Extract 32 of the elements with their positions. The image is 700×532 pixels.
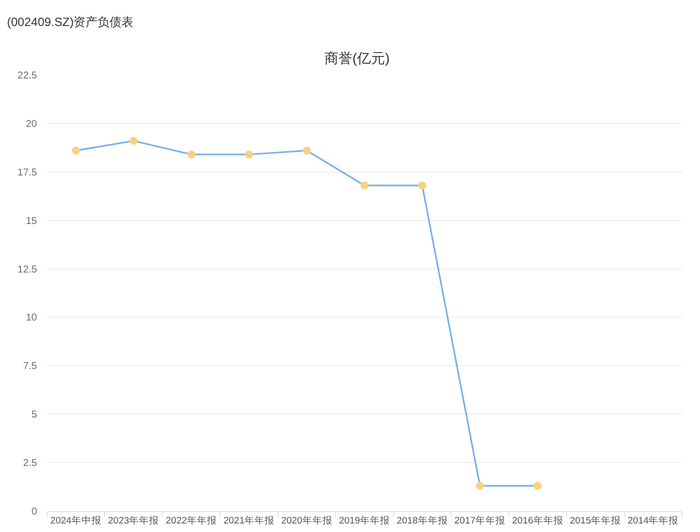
y-tick-label: 12.5 xyxy=(18,264,38,276)
y-tick-label: 0 xyxy=(31,506,38,518)
y-tick-label: 22.5 xyxy=(18,70,38,82)
x-tick-label: 2020年年报 xyxy=(281,514,332,526)
point xyxy=(72,146,80,155)
point xyxy=(302,146,311,155)
text: (002409.SZ)资产负债表 xyxy=(7,15,134,29)
y-tick-label: 17.5 xyxy=(18,167,38,178)
x-tick-label: 2024年中报 xyxy=(50,514,102,526)
y-tick-label: 7.5 xyxy=(23,361,38,372)
point xyxy=(418,181,426,190)
point xyxy=(130,136,138,145)
x-tick-label: 2022年年报 xyxy=(166,514,217,526)
y-tick-label: 15 xyxy=(26,216,38,227)
point xyxy=(534,482,542,490)
point xyxy=(187,150,196,158)
y-tick-label: 20 xyxy=(26,118,38,130)
x-tick-label: 2023年年报 xyxy=(108,514,160,526)
x-tick-label: 2021年年报 xyxy=(223,514,275,526)
x-tick-label: 2014年年报 xyxy=(628,514,679,526)
x-tick-label: 2016年年报 xyxy=(512,514,564,526)
chart-title: 商誉(亿元) xyxy=(324,50,390,66)
point xyxy=(245,150,254,158)
x-tick-label: 2018年年报 xyxy=(396,514,448,526)
y-tick-label: 5 xyxy=(31,410,38,421)
point xyxy=(360,181,368,190)
x-tick-label: 2017年年报 xyxy=(454,514,506,526)
y-tick-label: 10 xyxy=(26,312,38,324)
x-tick-label: 2019年年报 xyxy=(338,514,390,526)
point xyxy=(476,482,484,490)
x-tick-label: 2015年年报 xyxy=(570,514,621,526)
y-tick-label: 2.5 xyxy=(23,458,38,470)
